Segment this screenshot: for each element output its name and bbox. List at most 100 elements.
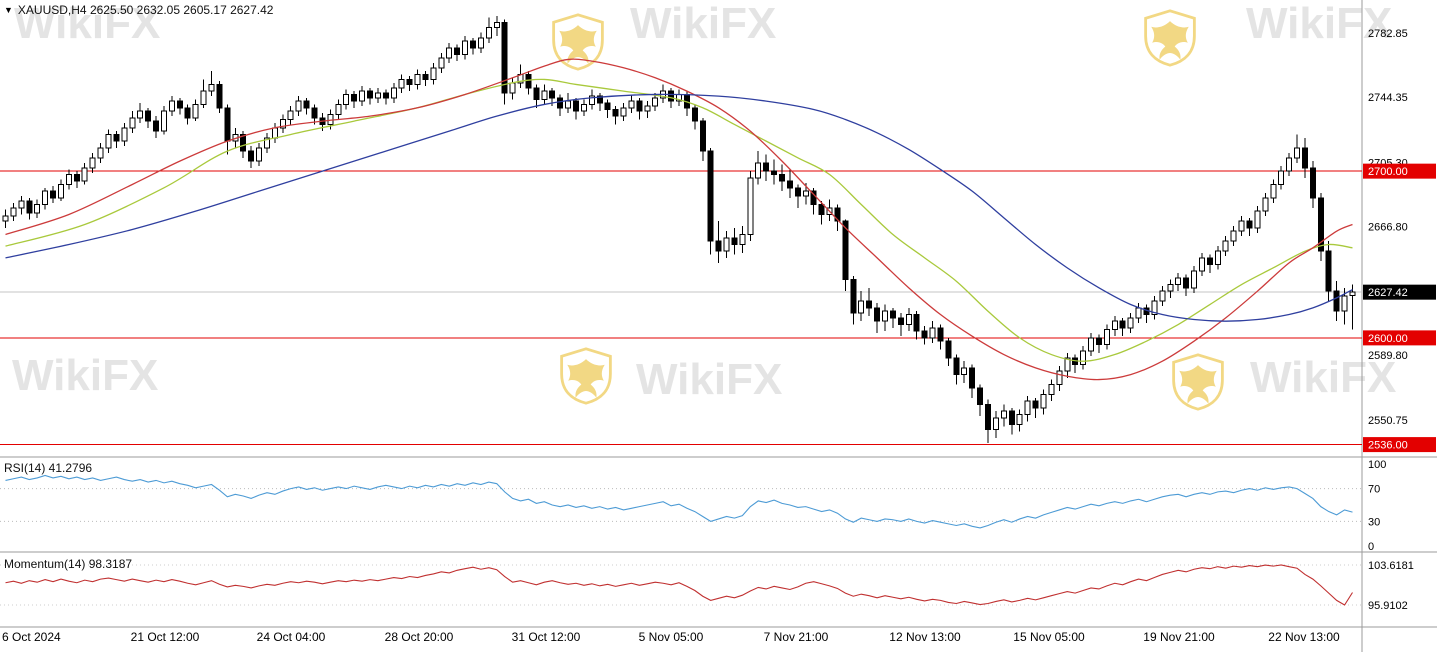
candle-body (771, 170, 778, 175)
candle-body (168, 100, 175, 112)
wikifx-logo-watermark (560, 347, 612, 405)
wikifx-watermark-text: WikiFX (12, 351, 158, 400)
candle-body (1048, 384, 1055, 396)
candle-body (945, 340, 952, 359)
candle-body (287, 110, 294, 120)
candle-body (57, 183, 64, 199)
svg-text:19 Nov 21:00: 19 Nov 21:00 (1143, 630, 1215, 644)
candle-body (834, 207, 841, 222)
candle-body (1333, 290, 1340, 312)
svg-text:2536.00: 2536.00 (1368, 440, 1408, 452)
candle-body (248, 150, 255, 162)
momentum-line (5, 564, 1353, 606)
svg-text:2550.75: 2550.75 (1368, 415, 1408, 427)
candle-body (1008, 410, 1015, 426)
candle-body (1183, 277, 1190, 289)
candle-body (882, 310, 889, 322)
candle-body (1127, 317, 1134, 329)
candle-body (454, 47, 461, 55)
wikifx-watermark-text: WikiFX (1250, 353, 1396, 402)
candle-body (565, 100, 572, 109)
svg-text:7 Nov 21:00: 7 Nov 21:00 (764, 630, 829, 644)
candle-body (398, 78, 405, 89)
ma-blue-line (5, 93, 1353, 322)
candle-body (644, 105, 651, 112)
candle-body (311, 107, 318, 119)
candle-body (303, 100, 310, 109)
svg-text:2666.80: 2666.80 (1368, 222, 1408, 234)
candle-body (1222, 240, 1229, 252)
candle-body (1040, 394, 1047, 409)
wikifx-watermark-text: WikiFX (14, 0, 160, 48)
candle-body (406, 78, 413, 85)
candle-body (153, 120, 160, 132)
candle-body (34, 203, 41, 214)
candle-body (240, 133, 247, 152)
candle-body (961, 367, 968, 376)
candle-body (438, 57, 445, 69)
svg-text:30: 30 (1368, 516, 1380, 528)
candle-body (2, 215, 9, 222)
candle-body (1206, 257, 1213, 266)
candle-body (1230, 230, 1237, 242)
candle-body (604, 102, 611, 110)
candle-body (26, 200, 33, 214)
candle-body (1309, 167, 1316, 199)
candle-body (1198, 257, 1205, 272)
candle-body (652, 97, 659, 107)
candle-body (1175, 277, 1182, 286)
candle-body (533, 87, 540, 100)
svg-text:15 Nov 05:00: 15 Nov 05:00 (1013, 630, 1085, 644)
candle-body (858, 300, 865, 314)
rsi-line (5, 474, 1353, 529)
candle-body (81, 167, 88, 182)
candle-body (176, 100, 183, 109)
svg-text:2600.00: 2600.00 (1368, 333, 1408, 345)
symbol-ohlc-label: XAUUSD,H4 2625.50 2632.05 2605.17 2627.4… (17, 3, 274, 17)
candle-body (485, 27, 492, 39)
candle-body (1278, 170, 1285, 185)
candle-body (897, 317, 904, 326)
price-tag (1363, 284, 1436, 300)
candle-body (1262, 197, 1269, 212)
candle-body (359, 90, 366, 102)
candle-body (747, 177, 754, 236)
candle-body (200, 90, 207, 105)
candle-body (763, 162, 770, 172)
candle-body (628, 100, 635, 109)
candle-body (1135, 307, 1142, 319)
horizontal-level-lines-layer[interactable] (0, 170, 1362, 446)
svg-text:2744.35: 2744.35 (1368, 92, 1408, 104)
momentum-line-layer (5, 564, 1353, 606)
candle-body (779, 173, 786, 182)
rsi-indicator-label: RSI(14) 41.2796 (4, 461, 93, 475)
candle-body (723, 237, 730, 252)
candle-body (89, 157, 96, 169)
candle-body (256, 147, 263, 162)
candle-body (1095, 337, 1102, 346)
candle-body (691, 107, 698, 122)
candle-body (977, 387, 984, 406)
candle-body (549, 90, 556, 99)
symbol-dropdown-arrow-icon[interactable]: ▼ (4, 4, 13, 15)
candle-body (137, 110, 144, 119)
wikifx-watermark-text: WikiFX (636, 355, 782, 404)
wikifx-watermark-text: WikiFX (1246, 0, 1392, 48)
candle-body (1349, 291, 1356, 296)
candle-body (351, 93, 358, 102)
candle-body (802, 190, 809, 197)
candle-body (889, 310, 896, 319)
candle-body (731, 237, 738, 246)
rsi-line-layer (5, 474, 1353, 529)
candle-body (1151, 300, 1158, 316)
candle-body (937, 327, 944, 342)
candle-body (1064, 357, 1071, 372)
candle-body (216, 83, 223, 109)
candle-body (335, 103, 342, 115)
svg-text:2627.42: 2627.42 (1368, 287, 1408, 299)
candle-body (668, 90, 675, 102)
candle-body (596, 95, 603, 104)
